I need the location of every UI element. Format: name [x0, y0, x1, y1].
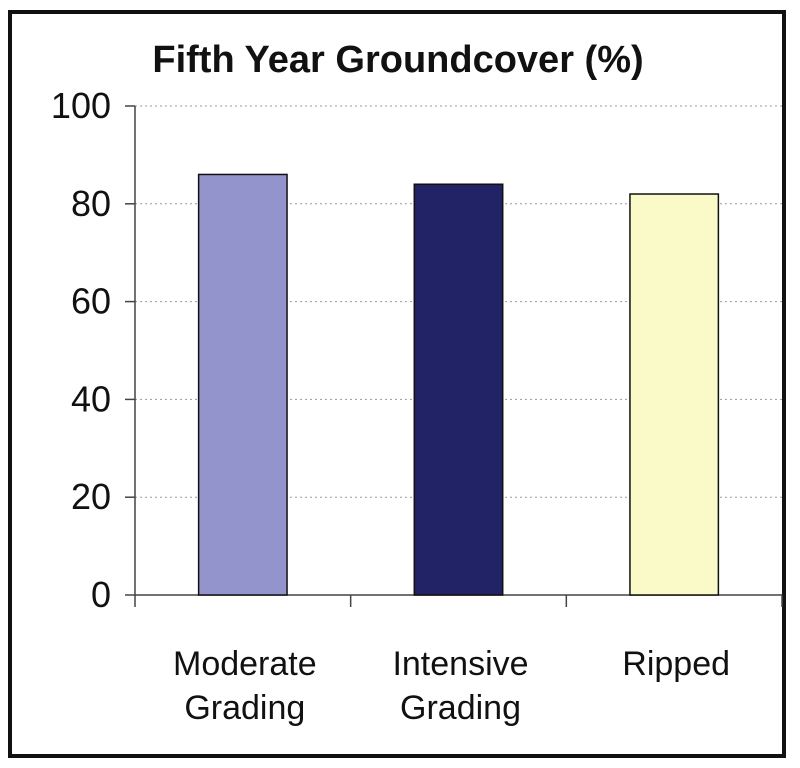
y-tick-labels: 0 20 40 60 80 100	[51, 85, 111, 615]
y-tick-label: 100	[51, 85, 111, 126]
bar	[197, 173, 288, 596]
y-tick-label: 80	[71, 183, 111, 224]
bar	[413, 183, 504, 596]
bars	[197, 173, 720, 596]
x-category-label: Intensive Grading	[392, 645, 528, 727]
category-labels: Moderate Grading Intensive Grading Ripped	[173, 645, 730, 727]
y-tick-label: 40	[71, 378, 111, 419]
x-category-label: Moderate Grading	[173, 645, 317, 727]
bar	[629, 193, 720, 596]
y-tick-label: 20	[71, 476, 111, 517]
chart-title: Fifth Year Groundcover (%)	[152, 39, 643, 81]
y-tick-label: 0	[91, 574, 111, 615]
x-category-label: Ripped	[622, 645, 730, 683]
y-tick-label: 60	[71, 281, 111, 322]
